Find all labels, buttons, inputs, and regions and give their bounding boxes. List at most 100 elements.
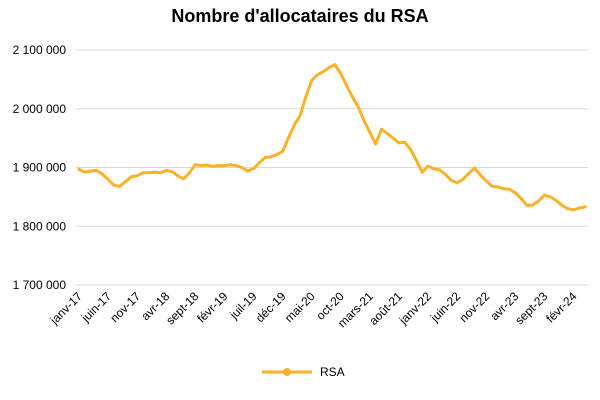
data-point <box>124 180 127 184</box>
data-point <box>292 123 296 127</box>
legend-marker <box>283 368 291 376</box>
data-point <box>490 184 494 188</box>
data-point <box>269 155 273 159</box>
x-tick-label: janv-17 <box>47 289 86 328</box>
data-point <box>455 181 459 185</box>
series-line-rsa <box>77 63 587 212</box>
data-point <box>542 193 546 197</box>
x-tick-label: juin-22 <box>427 289 463 325</box>
chart-title: Nombre d'allocataires du RSA <box>171 6 429 26</box>
data-point <box>304 95 308 99</box>
y-tick-label: 2 000 000 <box>13 102 67 116</box>
y-tick-label: 1 900 000 <box>13 161 67 175</box>
data-point <box>118 184 122 188</box>
data-point <box>193 163 197 167</box>
data-point <box>531 203 535 207</box>
x-tick-label: févr-24 <box>543 289 580 326</box>
data-point <box>496 185 500 189</box>
data-point <box>467 171 471 175</box>
data-point <box>153 170 156 174</box>
data-point <box>548 195 552 199</box>
data-point <box>374 142 378 146</box>
data-point <box>281 150 284 154</box>
data-point <box>484 179 488 183</box>
x-tick-label: mai-20 <box>282 289 318 325</box>
data-point <box>583 205 587 209</box>
data-point <box>362 119 366 122</box>
data-point <box>158 171 162 175</box>
data-point <box>461 177 465 181</box>
data-point <box>385 131 389 135</box>
data-point <box>77 167 81 171</box>
x-tick-label: févr-19 <box>194 289 231 326</box>
x-tick-label: nov-22 <box>456 289 492 325</box>
y-tick-label: 2 100 000 <box>13 43 67 57</box>
data-point <box>182 177 186 181</box>
data-point <box>513 191 517 195</box>
data-point <box>566 207 570 211</box>
data-point <box>275 153 279 157</box>
data-point <box>234 164 238 168</box>
data-point <box>403 140 407 144</box>
x-tick-label: nov-17 <box>107 289 143 325</box>
legend-label-rsa: RSA <box>320 365 345 379</box>
data-point <box>222 164 226 168</box>
data-point <box>310 79 314 83</box>
data-point <box>327 66 331 70</box>
data-point <box>170 170 174 174</box>
data-point <box>438 168 442 172</box>
data-point <box>420 170 424 174</box>
data-point <box>263 156 267 159</box>
data-point <box>199 164 203 168</box>
data-point <box>449 178 453 182</box>
data-point <box>211 164 215 168</box>
data-point <box>141 171 145 175</box>
data-point <box>94 168 98 172</box>
data-point <box>432 167 436 171</box>
data-point <box>217 164 220 168</box>
data-point <box>228 163 232 167</box>
data-point <box>350 95 354 99</box>
x-tick-label: janv-22 <box>396 289 435 328</box>
data-point <box>106 177 110 181</box>
data-point <box>246 169 250 173</box>
data-point <box>252 167 255 171</box>
data-point <box>560 203 564 207</box>
data-point <box>519 197 523 201</box>
data-point <box>205 163 209 167</box>
data-point <box>257 161 261 165</box>
data-point <box>554 198 558 202</box>
data-point <box>240 166 244 169</box>
data-point <box>176 174 180 178</box>
data-point <box>444 173 447 177</box>
x-tick-label: sept-18 <box>163 289 201 327</box>
data-point <box>135 174 139 178</box>
data-point <box>356 105 360 109</box>
data-point <box>537 199 540 203</box>
x-tick-label: août-21 <box>366 289 405 328</box>
data-point <box>316 73 319 77</box>
data-point <box>339 72 343 75</box>
data-point <box>147 171 151 175</box>
data-point <box>164 168 168 172</box>
data-point <box>112 183 116 187</box>
x-tick-label: juin-17 <box>78 289 114 325</box>
data-point <box>409 147 412 151</box>
data-point <box>345 83 348 87</box>
data-point <box>298 114 302 118</box>
data-point <box>129 175 133 179</box>
data-point <box>333 63 337 67</box>
data-point <box>473 166 476 170</box>
y-tick-label: 1 700 000 <box>13 278 67 292</box>
y-tick-label: 1 800 000 <box>13 219 67 233</box>
data-point <box>391 136 395 140</box>
data-point <box>321 70 325 74</box>
x-tick-label: déc-19 <box>253 289 289 325</box>
data-point <box>508 187 511 191</box>
x-tick-label: sept-23 <box>512 289 550 327</box>
data-point <box>502 187 506 191</box>
data-point <box>426 164 430 168</box>
data-point <box>414 158 418 162</box>
